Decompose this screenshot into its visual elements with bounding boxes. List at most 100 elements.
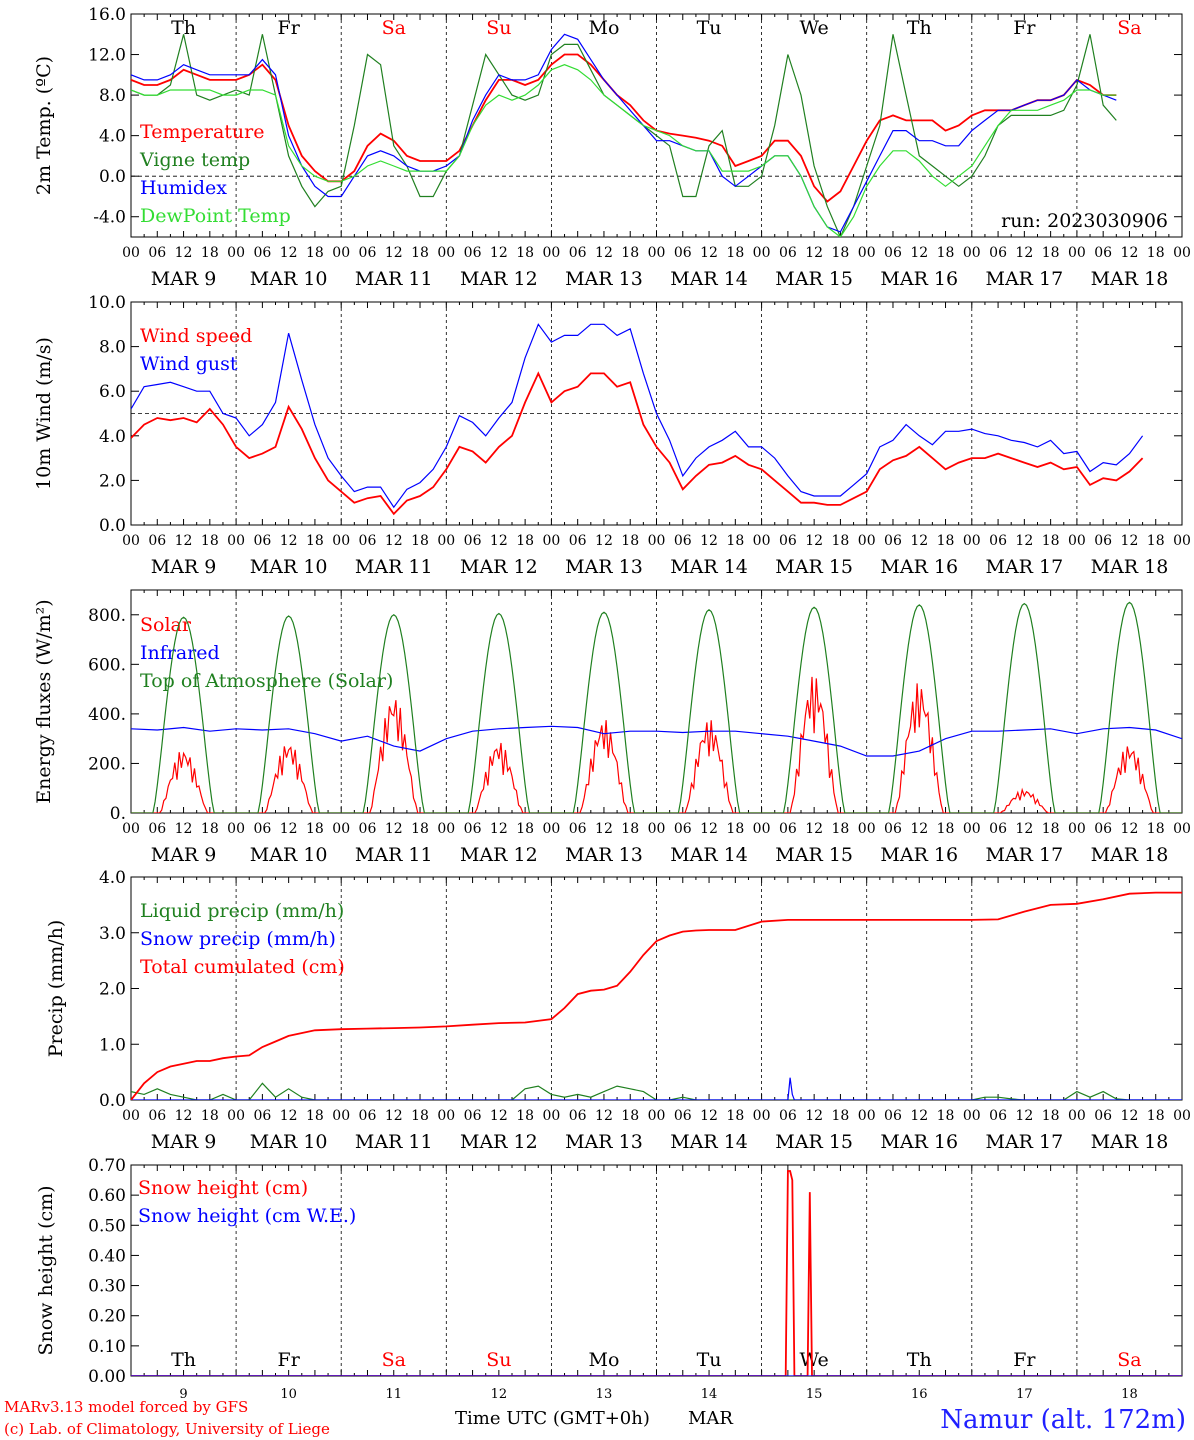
x-hour-label: 06 bbox=[989, 821, 1007, 837]
x-hour-label: 00 bbox=[332, 1108, 350, 1124]
x-hour-label: 00 bbox=[753, 533, 771, 549]
y-tick-label: 0.0 bbox=[99, 516, 126, 536]
y-tick-label: 12.0 bbox=[88, 46, 126, 66]
x-hour-label: 00 bbox=[437, 245, 455, 261]
y-tick-label: 0. bbox=[110, 804, 126, 824]
x-hour-label: 06 bbox=[359, 821, 377, 837]
x-hour-label: 18 bbox=[621, 533, 639, 549]
x-hour-label: 18 bbox=[306, 533, 324, 549]
x-hour-label: 12 bbox=[700, 533, 718, 549]
x-hour-label: 06 bbox=[779, 821, 797, 837]
x-date-label: MAR 13 bbox=[565, 844, 643, 866]
x-hour-label: 12 bbox=[910, 1108, 928, 1124]
legend-entry: Humidex bbox=[140, 177, 227, 199]
x-hour-label: 12 bbox=[805, 821, 823, 837]
day-number-label: 11 bbox=[385, 1387, 402, 1402]
y-tick-label: 2.0 bbox=[99, 980, 126, 1000]
x-hour-label: 00 bbox=[122, 1108, 140, 1124]
x-hour-label: 12 bbox=[175, 533, 193, 549]
x-hour-label: 00 bbox=[332, 245, 350, 261]
panel-3: 0. 200. 400. 600. 800. Energy fluxes (W/m²) 00… bbox=[33, 589, 1191, 866]
day-number-label: 16 bbox=[911, 1387, 928, 1402]
weekday-label: Tu bbox=[697, 1349, 722, 1371]
weekday-label: Fr bbox=[278, 17, 301, 39]
x-hour-label: 12 bbox=[280, 1108, 298, 1124]
x-hour-label: 18 bbox=[201, 821, 219, 837]
x-hour-label: 12 bbox=[1015, 1108, 1033, 1124]
x-hour-label: 06 bbox=[253, 821, 271, 837]
x-hour-label: 06 bbox=[674, 821, 692, 837]
legend-entry: Snow height (cm W.E.) bbox=[138, 1205, 356, 1227]
x-hour-label: 18 bbox=[1042, 821, 1060, 837]
x-date-label: MAR 17 bbox=[985, 844, 1063, 866]
x-hour-label: 18 bbox=[726, 1108, 744, 1124]
legend-entry: Wind gust bbox=[140, 353, 238, 375]
x-hour-label: 18 bbox=[516, 533, 534, 549]
x-hour-label: 00 bbox=[1068, 1108, 1086, 1124]
series-line-solar bbox=[131, 676, 1182, 813]
day-number-label: 12 bbox=[491, 1387, 508, 1402]
plot-frame bbox=[130, 589, 1183, 814]
x-hour-label: 06 bbox=[779, 1108, 797, 1124]
x-hour-label: 12 bbox=[595, 821, 613, 837]
x-hour-label: 00 bbox=[963, 533, 981, 549]
x-date-label: MAR 14 bbox=[670, 268, 748, 290]
y-tick-label: 4.0 bbox=[99, 868, 126, 888]
x-date-label: MAR 14 bbox=[670, 844, 748, 866]
x-hour-label: 18 bbox=[1147, 821, 1165, 837]
x-hour-label: 00 bbox=[648, 245, 666, 261]
x-hour-label: 00 bbox=[332, 533, 350, 549]
x-hour-label: 06 bbox=[674, 533, 692, 549]
x-hour-label: 12 bbox=[595, 245, 613, 261]
day-number-label: 9 bbox=[179, 1387, 187, 1402]
x-hour-label: 12 bbox=[1121, 1108, 1139, 1124]
x-hour-label: 18 bbox=[1147, 1108, 1165, 1124]
x-date-label: MAR 13 bbox=[565, 268, 643, 290]
x-date-label: MAR 18 bbox=[1091, 1131, 1169, 1153]
x-date-label: MAR 10 bbox=[250, 844, 328, 866]
x-date-label: MAR 17 bbox=[985, 268, 1063, 290]
x-hour-label: 18 bbox=[832, 1108, 850, 1124]
weekday-label: Tu bbox=[697, 17, 722, 39]
x-hour-label: 00 bbox=[437, 821, 455, 837]
x-hour-label: 06 bbox=[884, 245, 902, 261]
y-axis-title: 10m Wind (m/s) bbox=[33, 337, 55, 490]
x-hour-label: 12 bbox=[280, 533, 298, 549]
x-date-label: MAR 9 bbox=[151, 268, 217, 290]
series-line-total-cumulated-cm- bbox=[131, 891, 1182, 1100]
x-hour-label: 12 bbox=[805, 245, 823, 261]
x-date-label: MAR 10 bbox=[250, 268, 328, 290]
x-hour-label: 12 bbox=[1121, 533, 1139, 549]
x-hour-label: 18 bbox=[306, 245, 324, 261]
x-hour-label: 18 bbox=[621, 821, 639, 837]
x-hour-label: 00 bbox=[648, 1108, 666, 1124]
x-hour-label: 00 bbox=[122, 821, 140, 837]
x-hour-label: 12 bbox=[175, 1108, 193, 1124]
y-axis-title: Snow height (cm) bbox=[35, 1185, 57, 1355]
station-label: Namur (alt. 172m) bbox=[940, 1405, 1186, 1435]
x-hour-label: 12 bbox=[1015, 533, 1033, 549]
x-hour-label: 12 bbox=[700, 821, 718, 837]
x-hour-label: 06 bbox=[569, 245, 587, 261]
x-date-label: MAR 18 bbox=[1091, 268, 1169, 290]
x-hour-label: 18 bbox=[201, 245, 219, 261]
x-hour-label: 12 bbox=[1015, 245, 1033, 261]
x-hour-label: 00 bbox=[858, 245, 876, 261]
time-axis-label: Time UTC (GMT+0h) bbox=[455, 1408, 650, 1429]
x-date-label: MAR 11 bbox=[355, 1131, 433, 1153]
x-hour-label: 00 bbox=[437, 533, 455, 549]
x-date-label: MAR 10 bbox=[250, 556, 328, 578]
x-hour-label: 00 bbox=[753, 821, 771, 837]
x-hour-label: 00 bbox=[858, 533, 876, 549]
x-hour-label: 06 bbox=[253, 245, 271, 261]
x-hour-label: 00 bbox=[1068, 533, 1086, 549]
x-hour-label: 06 bbox=[148, 821, 166, 837]
x-hour-label: 06 bbox=[569, 533, 587, 549]
x-hour-label: 00 bbox=[858, 821, 876, 837]
series-line-temperature bbox=[131, 53, 1117, 203]
series-line-liquid-precip-mm-h- bbox=[131, 1082, 1182, 1100]
x-hour-label: 18 bbox=[621, 1108, 639, 1124]
x-hour-label: 00 bbox=[1068, 821, 1086, 837]
x-hour-label: 18 bbox=[726, 245, 744, 261]
x-hour-label: 00 bbox=[753, 245, 771, 261]
